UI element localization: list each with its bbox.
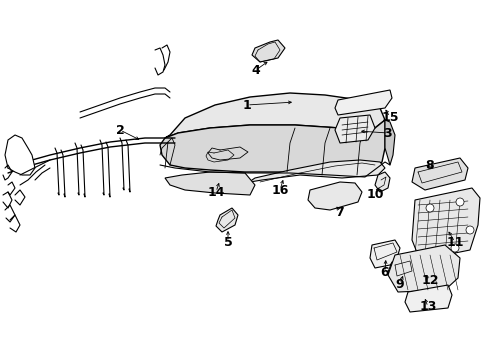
Circle shape xyxy=(465,226,473,234)
Polygon shape xyxy=(307,182,361,210)
Text: 8: 8 xyxy=(425,158,433,171)
Text: 1: 1 xyxy=(242,99,251,112)
Circle shape xyxy=(455,198,463,206)
Text: 2: 2 xyxy=(115,123,124,136)
Polygon shape xyxy=(387,245,459,292)
Polygon shape xyxy=(387,258,414,280)
Polygon shape xyxy=(384,120,394,165)
Polygon shape xyxy=(334,115,374,143)
Text: 13: 13 xyxy=(418,301,436,314)
Text: 7: 7 xyxy=(335,206,344,219)
Polygon shape xyxy=(164,93,384,138)
Circle shape xyxy=(425,204,433,212)
Text: 16: 16 xyxy=(271,184,288,197)
Text: 4: 4 xyxy=(251,63,260,77)
Text: 5: 5 xyxy=(223,235,232,248)
Polygon shape xyxy=(251,40,285,62)
Polygon shape xyxy=(5,135,35,175)
Text: 10: 10 xyxy=(366,188,383,201)
Text: 11: 11 xyxy=(446,235,463,248)
Text: 3: 3 xyxy=(383,126,391,140)
Circle shape xyxy=(450,244,458,252)
Polygon shape xyxy=(404,285,451,312)
Polygon shape xyxy=(216,208,238,232)
Polygon shape xyxy=(160,120,384,175)
Polygon shape xyxy=(411,188,479,260)
Polygon shape xyxy=(374,172,389,192)
Polygon shape xyxy=(334,90,391,115)
Text: 9: 9 xyxy=(395,278,404,291)
Text: 6: 6 xyxy=(380,266,388,279)
Polygon shape xyxy=(369,240,399,268)
Text: 15: 15 xyxy=(381,111,398,123)
Polygon shape xyxy=(411,158,467,190)
Text: 12: 12 xyxy=(420,274,438,287)
Polygon shape xyxy=(249,160,384,182)
Polygon shape xyxy=(164,172,254,195)
Text: 14: 14 xyxy=(207,185,224,198)
